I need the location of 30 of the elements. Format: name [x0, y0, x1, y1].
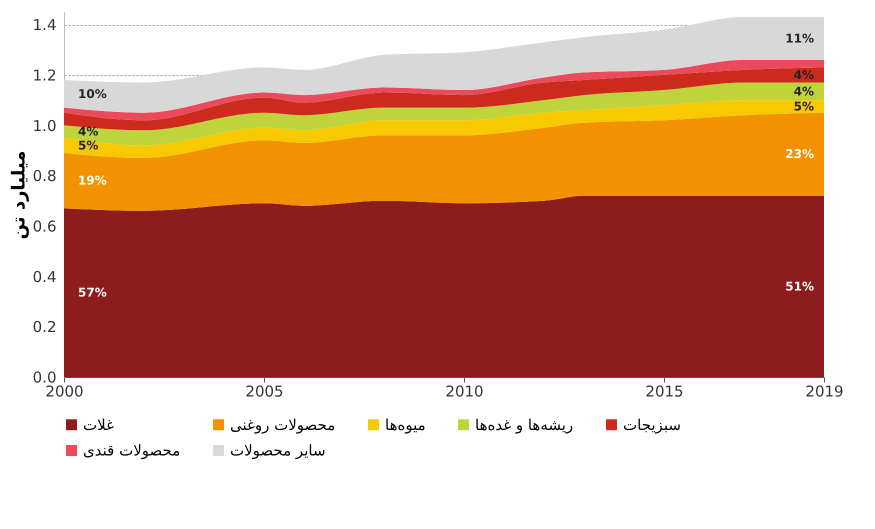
legend-label: محصولات روغنی — [230, 416, 336, 434]
y-tick-label: 0.6 — [32, 217, 56, 236]
legend-label: غلات — [83, 416, 114, 434]
annotation: 57% — [78, 286, 107, 300]
x-tick-label: 2005 — [245, 382, 284, 400]
x-tick-label: 2010 — [445, 382, 484, 400]
annotation: 11% — [785, 31, 814, 46]
legend-label: محصولات قندی — [83, 442, 180, 460]
annotation: 4% — [78, 124, 98, 139]
annotation: 5% — [78, 138, 98, 152]
annotation: 23% — [785, 147, 814, 162]
y-tick-label: 0.2 — [32, 318, 56, 336]
x-tick-label: 2019 — [805, 382, 844, 400]
annotation: 51% — [785, 279, 814, 294]
legend-label: میوه‌ها — [385, 416, 426, 434]
legend-label: ریشه‌ها و غده‌ها — [475, 416, 574, 434]
y-tick-label: 0.4 — [32, 268, 56, 286]
legend-label: سبزیجات — [623, 416, 681, 434]
y-tick-label: 1.2 — [32, 66, 56, 84]
y-tick-label: 1.0 — [32, 116, 56, 135]
annotation: 5% — [794, 99, 814, 114]
annotation: 4% — [794, 84, 814, 98]
annotation: 4% — [794, 68, 814, 82]
y-tick-label: 0.8 — [32, 167, 56, 186]
x-tick-label: 2015 — [645, 382, 684, 400]
legend-label: سایر محصولات — [230, 442, 326, 460]
annotation: 19% — [78, 174, 107, 188]
y-tick-label: 1.4 — [32, 16, 56, 34]
annotation: 10% — [78, 86, 107, 101]
y-axis-title: میلیارد تن — [8, 150, 30, 240]
